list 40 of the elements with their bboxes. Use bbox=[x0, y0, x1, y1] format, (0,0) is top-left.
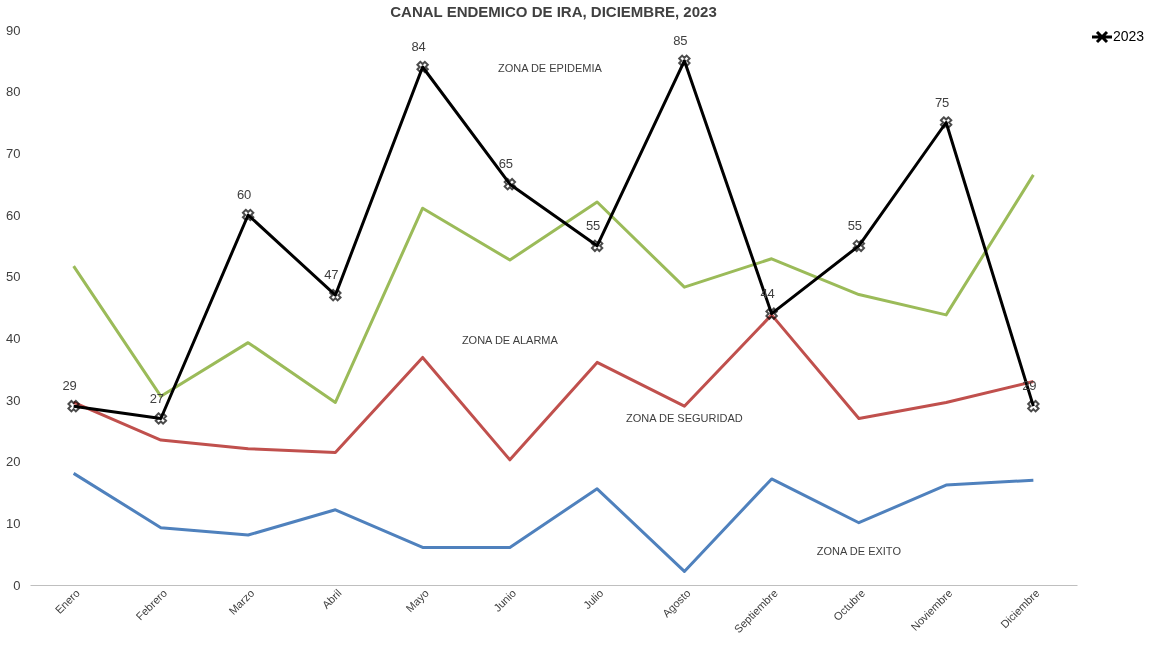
y-tick-label: 0 bbox=[13, 577, 21, 593]
point bbox=[1027, 399, 1040, 413]
point bbox=[678, 54, 691, 68]
point bbox=[852, 239, 866, 253]
data-label: 29 bbox=[62, 378, 77, 394]
annotation: ZONA DE EPIDEMIA bbox=[497, 61, 603, 74]
x-tick-label: Julio bbox=[580, 586, 606, 612]
point bbox=[503, 177, 517, 191]
point bbox=[939, 116, 953, 129]
y-tick-label: 70 bbox=[6, 145, 21, 161]
point bbox=[329, 288, 342, 302]
y-tick-label: 30 bbox=[6, 392, 21, 408]
data-label: 55 bbox=[847, 217, 863, 233]
point bbox=[241, 208, 255, 222]
point bbox=[765, 307, 778, 320]
data-label: 65 bbox=[498, 156, 514, 172]
y-tick-label: 60 bbox=[6, 207, 21, 223]
y-tick-label: 10 bbox=[6, 515, 21, 531]
line-series bbox=[72, 471, 1035, 573]
data-label: 75 bbox=[934, 94, 950, 110]
data-label: 85 bbox=[673, 32, 688, 48]
annotation: ZONA DE EXITO bbox=[816, 544, 902, 557]
data-label: 84 bbox=[411, 39, 426, 54]
point bbox=[154, 412, 168, 425]
annotation: ZONA DE SEGURIDAD bbox=[626, 411, 743, 424]
legend-label: 2023 bbox=[1113, 28, 1145, 44]
point bbox=[416, 60, 429, 74]
data-label: 60 bbox=[236, 187, 252, 202]
annotation: ZONA DE ALARMA bbox=[461, 333, 559, 346]
point bbox=[590, 239, 604, 253]
y-tick-label: 20 bbox=[6, 454, 21, 470]
data-label: 27 bbox=[149, 390, 165, 406]
point bbox=[67, 399, 80, 413]
y-tick-label: 80 bbox=[6, 84, 21, 100]
data-label: 55 bbox=[585, 217, 601, 233]
y-tick-label: 90 bbox=[6, 22, 21, 38]
y-tick-label: 40 bbox=[6, 330, 21, 346]
chart-title: CANAL ENDEMICO DE IRA, DICIEMBRE, 2023 bbox=[390, 3, 717, 20]
data-label: 47 bbox=[324, 267, 339, 283]
y-tick-label: 50 bbox=[6, 269, 21, 285]
